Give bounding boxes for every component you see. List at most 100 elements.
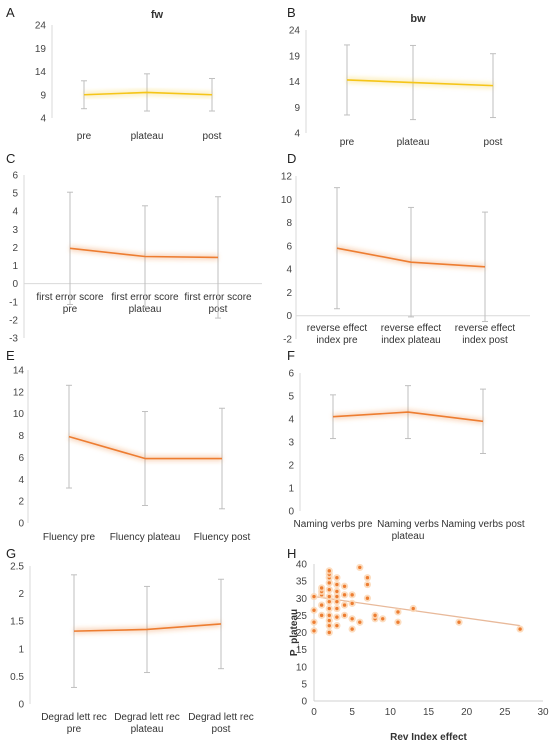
data-point (319, 613, 324, 618)
y-tick-label: 9 (294, 103, 300, 114)
y-tick-label: 4 (286, 265, 292, 276)
y-tick-label: 2 (288, 461, 294, 472)
series-line (332, 411, 484, 423)
y-tick-label: 0 (12, 279, 18, 290)
y-tick-label: 6 (12, 171, 18, 182)
category-label: Fluency pre (43, 532, 96, 543)
data-point (350, 593, 354, 597)
category-label-line: Degrad lett rec (41, 712, 107, 723)
category-label: Degrad lett rec post (188, 712, 254, 735)
y-axis-title: P_plateau (289, 609, 300, 656)
panel-label: G (6, 546, 16, 561)
data-point (358, 620, 362, 624)
data-point (335, 589, 339, 594)
category-label-line: Degrad lett rec (114, 712, 180, 723)
category-label-line: plateau (392, 531, 425, 542)
data-point (327, 599, 331, 604)
chart-panel-f: F 0 1 2 3 4 5 6 Naming verbs pre Naming verbs plat… (287, 348, 525, 542)
series-line (346, 79, 494, 87)
category-label: plateau (397, 137, 430, 148)
x-tick-label: 20 (461, 707, 473, 718)
y-tick-label: 10 (281, 195, 293, 206)
x-tick-label: 5 (349, 707, 355, 718)
y-tick-label: 10 (13, 409, 25, 420)
y-tick-label: 12 (13, 387, 25, 398)
y-tick-label: 1.5 (10, 617, 24, 628)
data-point (350, 627, 354, 631)
data-point (312, 608, 316, 612)
chart-title: fw (151, 9, 164, 21)
series-line (68, 435, 222, 460)
y-tick-label: 2 (286, 288, 292, 299)
category-label-line: reverse effect (381, 323, 442, 334)
category-label-line: index post (462, 335, 508, 346)
category-label: Fluency plateau (110, 532, 181, 543)
panel-label: B (287, 5, 296, 20)
y-tick-label: 24 (35, 21, 47, 32)
series-line (83, 91, 213, 96)
category-label-line: plateau (397, 137, 430, 148)
y-tick-label: 0 (301, 697, 307, 708)
y-tick-label: 14 (13, 366, 25, 377)
y-tick-label: 4 (288, 415, 294, 426)
data-point (327, 569, 331, 573)
panel-label: D (287, 151, 296, 166)
data-point (342, 584, 347, 588)
data-point (411, 606, 415, 611)
y-tick-label: -2 (9, 315, 18, 326)
data-point (312, 629, 316, 633)
data-point (335, 606, 339, 611)
category-label: reverse effect index post (455, 323, 516, 346)
category-label: Degrad lett rec pre (41, 712, 107, 735)
x-tick-label: 25 (499, 707, 511, 718)
y-tick-label: 0 (18, 700, 24, 711)
category-label-line: Fluency post (194, 532, 251, 543)
data-point (342, 593, 347, 597)
category-label-line: post (212, 724, 231, 735)
category-label-line: plateau (131, 724, 164, 735)
y-tick-label: 5 (301, 679, 307, 690)
y-tick-label: 8 (286, 218, 292, 229)
category-label-line: index plateau (381, 335, 441, 346)
y-tick-label: 1 (18, 644, 24, 655)
category-label-line: plateau (131, 131, 164, 142)
y-tick-label: 6 (288, 369, 294, 380)
category-label: reverse effect index pre (307, 323, 368, 346)
data-point (327, 623, 331, 628)
y-tick-label: -1 (9, 297, 18, 308)
data-point (396, 610, 400, 614)
category-label: plateau (131, 131, 164, 142)
x-tick-label: 10 (385, 707, 397, 718)
data-point (327, 587, 331, 592)
category-label-line: pre (77, 131, 92, 142)
panel-label: C (6, 151, 15, 166)
x-axis-title: Rev Index effect (390, 732, 467, 743)
category-label-line: Naming verbs post (441, 519, 525, 530)
y-tick-label: 25 (296, 611, 308, 622)
data-point (327, 613, 331, 618)
category-label-line: Naming verbs (377, 519, 439, 530)
data-point (335, 623, 339, 628)
x-tick-label: 15 (423, 707, 435, 718)
y-tick-label: 6 (286, 241, 292, 252)
data-point (457, 620, 461, 624)
panel-label: H (287, 546, 296, 561)
data-point (365, 576, 370, 580)
y-tick-label: 14 (289, 77, 301, 88)
y-tick-label: 0.5 (10, 672, 24, 683)
data-point (312, 620, 316, 624)
y-tick-label: 2 (12, 243, 18, 254)
y-tick-label: 1 (12, 261, 18, 272)
data-point (365, 596, 370, 600)
category-label-line: Fluency plateau (110, 532, 181, 543)
y-tick-label: 24 (289, 26, 301, 37)
data-point (381, 617, 385, 621)
y-tick-label: 0 (286, 311, 292, 322)
data-point (335, 582, 339, 587)
y-tick-label: 2 (18, 497, 24, 508)
category-label-line: post (484, 137, 503, 148)
y-tick-label: 35 (296, 577, 308, 588)
y-tick-label: 20 (296, 628, 308, 639)
